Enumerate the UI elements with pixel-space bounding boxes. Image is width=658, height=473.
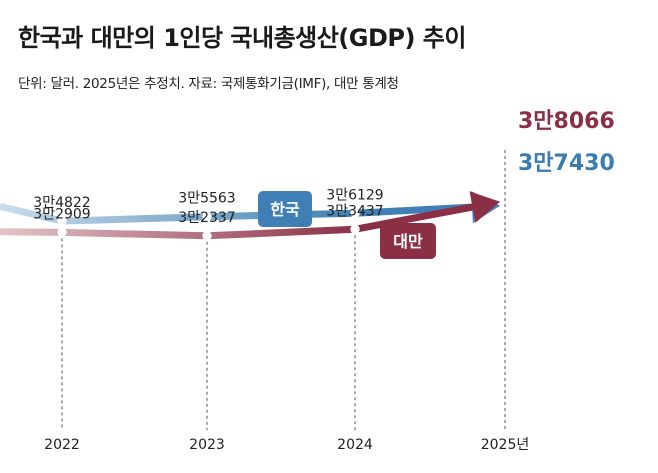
data-label-taiwan-2023: 3만2337 [178,210,235,226]
point-taiwan-2024 [350,224,360,234]
arrowhead-taiwan [469,191,500,223]
x-tick-label-1: 2023 [189,437,225,453]
data-label-taiwan-2024: 3만3437 [326,203,383,219]
point-korea-2022 [57,216,67,226]
series-tag-box-korea [258,191,312,227]
series-tag-label-taiwan: 대만 [393,232,423,251]
series-tag-box-taiwan [380,223,436,259]
x-tick-label-3: 2025년 [481,437,530,453]
series-tag-label-korea: 한국 [270,200,300,219]
x-tick-label-0: 2022 [44,437,80,453]
point-korea-2024 [350,208,360,219]
data-label-korea-2023: 3만5563 [178,191,235,207]
x-tick-label-2: 2024 [337,437,373,453]
point-taiwan-2022 [57,227,67,238]
data-label-korea-2024: 3만6129 [326,187,383,203]
point-korea-2023 [202,211,212,222]
data-label-korea-2022: 3만4822 [33,195,90,211]
data-label-taiwan-2022: 3만2909 [33,206,90,222]
end-label-korea: 3만7430 [518,151,615,176]
chart-title: 한국과 대만의 1인당 국내총생산(GDP) 추이 [18,24,466,52]
chart-subtitle: 단위: 달러. 2025년은 추정치. 자료: 국제통화기금(IMF), 대만 … [18,76,399,92]
end-label-taiwan: 3만8066 [518,109,615,134]
point-taiwan-2023 [202,231,212,241]
